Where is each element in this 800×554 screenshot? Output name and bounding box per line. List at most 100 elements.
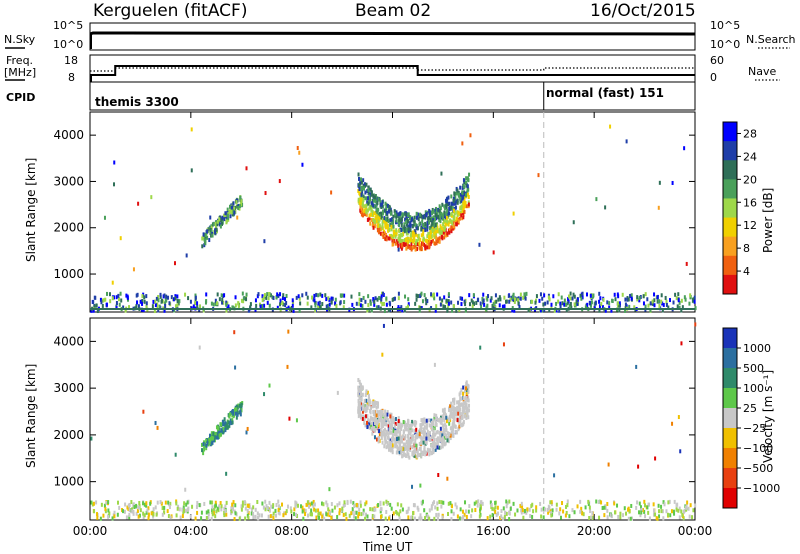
- power-cell: [263, 293, 266, 298]
- power-cell: [458, 212, 461, 217]
- velocity-cell: [458, 424, 461, 429]
- velocity-cell: [509, 506, 512, 511]
- velocity-cell: [521, 504, 524, 509]
- velocity-cell: [163, 510, 166, 515]
- power-cell: [439, 206, 442, 211]
- velocity-cell: [254, 507, 257, 512]
- velocity-cell: [258, 513, 261, 518]
- velocity-cell: [458, 516, 461, 521]
- velocity-cell: [268, 508, 271, 513]
- velocity-cell: [446, 436, 449, 441]
- velocity-cell: [244, 516, 247, 521]
- velocity-cell: [447, 501, 450, 506]
- velocity-cell: [627, 516, 630, 521]
- velocity-cell: [367, 418, 370, 423]
- power-cell: [92, 300, 95, 305]
- velocity-cell: [694, 503, 697, 508]
- power-cell: [405, 227, 408, 232]
- velocity-cell: [281, 502, 284, 507]
- power-cell: [271, 295, 274, 300]
- velocity-cell: [264, 499, 267, 504]
- velocity-cell: [196, 510, 199, 515]
- power-cell: [359, 192, 362, 197]
- velocity-cell: [385, 509, 388, 514]
- velocity-cell: [352, 501, 355, 506]
- power-cell: [436, 210, 439, 215]
- velocity-cell: [412, 433, 415, 438]
- power-cell: [420, 214, 423, 219]
- velocity-cell: [479, 504, 482, 509]
- velocity-cell: [437, 418, 440, 423]
- power-cell: [104, 297, 107, 302]
- velocity-cell: [222, 430, 225, 435]
- velocity-cell: [373, 507, 376, 512]
- velocity-cell: [382, 429, 385, 434]
- velocity-cell: [396, 444, 399, 449]
- power-cell: [675, 296, 678, 301]
- power-cell: [581, 295, 584, 300]
- power-cell: [432, 209, 435, 214]
- velocity-cell: [361, 392, 364, 397]
- velocity-cell: [456, 405, 459, 410]
- power-cell: [445, 219, 448, 224]
- power-cell: [220, 221, 223, 226]
- power-cell: [424, 297, 427, 302]
- power-cell: [455, 219, 458, 224]
- power-cell: [373, 219, 376, 224]
- velocity-cell: [625, 511, 628, 516]
- power-cell: [543, 293, 546, 298]
- velocity-cell: [432, 440, 435, 445]
- velocity-cell: [434, 432, 437, 437]
- power-cell: [381, 220, 384, 225]
- power-cell: [464, 201, 467, 206]
- velocity-cell: [627, 506, 630, 511]
- power-cell: [158, 304, 161, 309]
- velocity-cell: [489, 500, 492, 505]
- power-cell: [523, 292, 526, 297]
- velocity-cell: [413, 429, 416, 434]
- velocity-cell: [449, 436, 452, 441]
- power-cell: [400, 218, 403, 223]
- power-cell: [409, 245, 412, 250]
- velocity-cell: [379, 514, 382, 519]
- power-cell: [435, 226, 438, 231]
- velocity-cell: [362, 508, 365, 513]
- velocity-cell: [145, 501, 148, 506]
- velocity-cell: [125, 515, 128, 520]
- power-cell: [178, 299, 181, 304]
- power-cell: [403, 238, 406, 243]
- velocity-cell: [175, 501, 178, 506]
- power-cell: [295, 295, 298, 300]
- velocity-cell: [384, 516, 387, 521]
- velocity-cell: [297, 503, 300, 508]
- power-cell: [468, 302, 471, 307]
- velocity-cell: [390, 506, 393, 511]
- power-cell: [387, 203, 390, 208]
- power-cell: [368, 194, 371, 199]
- velocity-cell: [384, 434, 387, 439]
- velocity-cell: [211, 436, 214, 441]
- power-cell: [118, 297, 121, 302]
- power-cell: [416, 242, 419, 247]
- velocity-cell: [239, 409, 242, 414]
- velocity-cell: [432, 448, 435, 453]
- velocity-cell: [365, 408, 368, 413]
- velocity-cell: [418, 516, 421, 521]
- power-cell: [367, 185, 370, 190]
- nsearch-tick-bottom: 10^0: [710, 38, 741, 51]
- velocity-cell: [169, 501, 172, 506]
- velocity-cell: [522, 515, 525, 520]
- velocity-cell: [566, 503, 569, 508]
- power-cell: [407, 226, 410, 231]
- power-cell: [617, 303, 620, 308]
- velocity-cell: [386, 410, 389, 415]
- velocity-cell: [391, 448, 394, 453]
- velocity-cell: [401, 434, 404, 439]
- velocity-cell: [505, 499, 508, 504]
- velocity-cell: [449, 501, 452, 506]
- power-cell: [457, 210, 460, 215]
- velocity-cell: [654, 456, 657, 461]
- power-cell: [540, 308, 543, 313]
- velocity-cell: [160, 501, 163, 506]
- velocity-cell: [422, 432, 425, 437]
